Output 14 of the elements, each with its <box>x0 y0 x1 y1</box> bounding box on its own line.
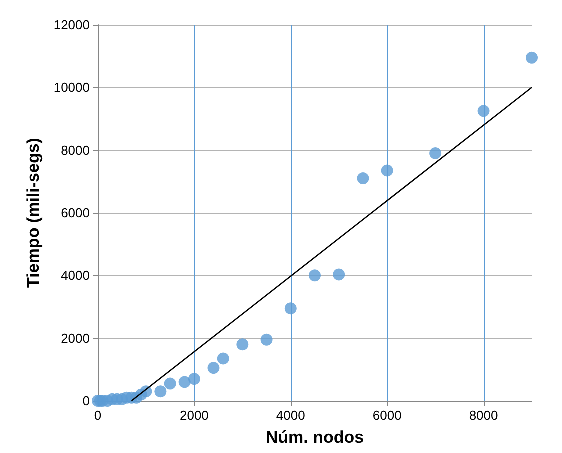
y-tick-label: 10000 <box>54 80 90 96</box>
x-tick-label: 6000 <box>372 408 402 423</box>
x-tick-label: 4000 <box>276 408 306 423</box>
y-tick-label: 8000 <box>61 142 90 158</box>
y-tick-label: 4000 <box>61 268 90 284</box>
x-tick-label: 0 <box>94 408 102 423</box>
y-tick-label: 6000 <box>61 206 90 220</box>
y-tick-label: 12000 <box>54 18 90 32</box>
x-axis-title: Núm. nodos <box>266 428 364 447</box>
x-tick-label: 8000 <box>469 408 498 423</box>
y-axis-title: Tiempo (mili-segs) <box>24 138 43 288</box>
x-tick-label: 2000 <box>180 408 209 423</box>
y-tick-label: 0 <box>82 394 90 408</box>
y-tick-label: 2000 <box>61 330 90 346</box>
